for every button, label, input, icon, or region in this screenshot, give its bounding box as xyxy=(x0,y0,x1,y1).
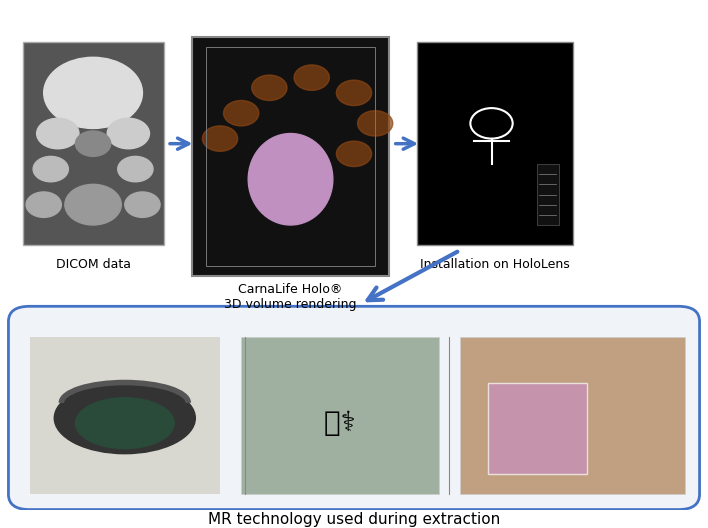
Circle shape xyxy=(224,100,259,126)
Ellipse shape xyxy=(55,382,195,454)
Circle shape xyxy=(252,75,287,100)
FancyBboxPatch shape xyxy=(459,337,685,494)
Circle shape xyxy=(118,156,153,182)
FancyBboxPatch shape xyxy=(418,42,573,246)
FancyBboxPatch shape xyxy=(537,164,559,225)
Circle shape xyxy=(107,118,149,149)
Text: 👨‍⚕️: 👨‍⚕️ xyxy=(324,409,355,437)
Circle shape xyxy=(202,126,238,152)
Circle shape xyxy=(336,141,372,166)
FancyBboxPatch shape xyxy=(241,337,439,494)
FancyBboxPatch shape xyxy=(23,42,164,246)
Circle shape xyxy=(44,58,142,128)
Text: MR technology used during extraction: MR technology used during extraction xyxy=(208,512,500,527)
Ellipse shape xyxy=(249,134,333,225)
Circle shape xyxy=(33,156,69,182)
FancyBboxPatch shape xyxy=(192,37,389,276)
Text: Installation on HoloLens: Installation on HoloLens xyxy=(420,258,570,271)
Circle shape xyxy=(336,80,372,106)
FancyBboxPatch shape xyxy=(488,382,587,474)
Circle shape xyxy=(65,184,121,225)
FancyBboxPatch shape xyxy=(30,337,220,494)
Ellipse shape xyxy=(76,398,174,449)
Circle shape xyxy=(294,65,329,90)
Circle shape xyxy=(26,192,62,218)
Text: CarnaLife Holo®
3D volume rendering: CarnaLife Holo® 3D volume rendering xyxy=(224,284,357,312)
Circle shape xyxy=(76,131,110,156)
Circle shape xyxy=(358,111,393,136)
Circle shape xyxy=(37,118,79,149)
Text: DICOM data: DICOM data xyxy=(55,258,130,271)
Circle shape xyxy=(125,192,160,218)
FancyBboxPatch shape xyxy=(8,306,700,510)
